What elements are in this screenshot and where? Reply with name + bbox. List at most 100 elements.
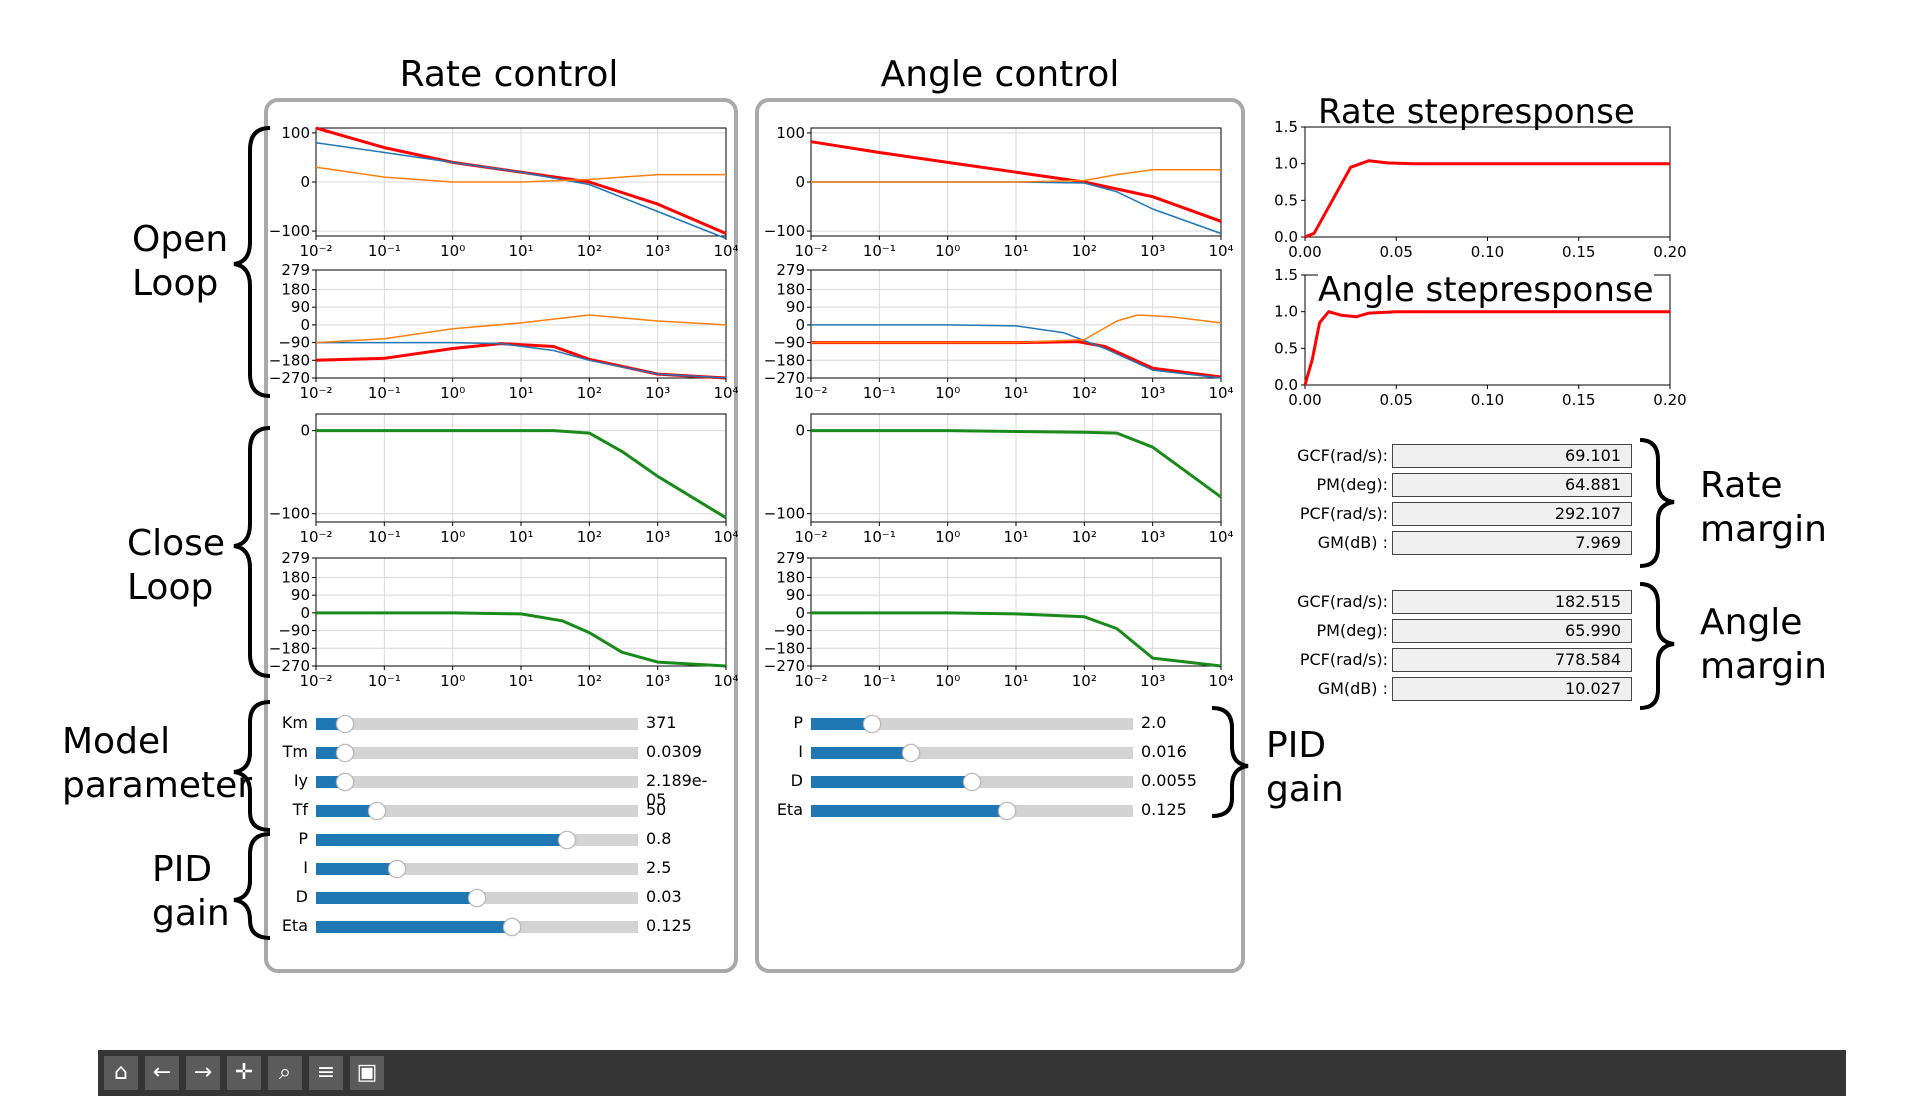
slider-handle[interactable]: [963, 773, 981, 791]
open-loop-brace: [233, 126, 271, 398]
slider-handle[interactable]: [368, 802, 387, 820]
subplots-config-icon[interactable]: ≡: [309, 1056, 343, 1090]
slider-fill: [811, 805, 1008, 817]
back-arrow-icon[interactable]: ←: [145, 1056, 179, 1090]
slider-handle[interactable]: [901, 744, 920, 762]
slider-handle[interactable]: [335, 773, 354, 791]
slider-handle[interactable]: [335, 744, 354, 762]
slider-label: Eta: [776, 800, 803, 819]
slider-track[interactable]: [316, 860, 638, 878]
slider-value: 0.125: [1141, 800, 1187, 819]
x-tick-label: 10²: [577, 242, 602, 260]
y-tick-label: 1.0: [1274, 303, 1298, 321]
x-tick-label: 10¹: [1003, 672, 1028, 690]
margin-value-field[interactable]: 182.515: [1392, 590, 1632, 614]
slider-track[interactable]: [316, 802, 638, 820]
y-tick-label: 0: [300, 173, 310, 191]
x-tick-label: 10²: [1072, 242, 1097, 260]
slider-handle[interactable]: [863, 715, 882, 733]
slider-handle[interactable]: [503, 918, 522, 936]
y-tick-label: 279: [776, 552, 805, 567]
series-line: [316, 611, 727, 668]
series-line: [315, 314, 727, 344]
slider-value: 2.189e-05: [646, 771, 708, 809]
x-tick-label: 10²: [1072, 672, 1097, 690]
margin-value-field[interactable]: 292.107: [1392, 502, 1632, 526]
x-tick-label: 10⁰: [440, 672, 465, 690]
angle-margin-label: Angle margin: [1700, 602, 1827, 687]
slider-track[interactable]: [316, 889, 638, 907]
margin-label: PCF(rad/s):: [1299, 650, 1388, 669]
y-tick-label: 0.5: [1274, 339, 1298, 357]
slider-handle[interactable]: [335, 715, 354, 733]
x-tick-label: 10⁻¹: [368, 528, 401, 546]
x-tick-label: 0.15: [1562, 243, 1595, 261]
series-line: [316, 429, 727, 520]
slider-handle[interactable]: [468, 889, 486, 907]
margin-value-field[interactable]: 69.101: [1392, 444, 1632, 468]
slider-track[interactable]: [316, 918, 638, 936]
x-tick-label: 10⁻²: [794, 242, 827, 260]
slider-fill: [316, 892, 477, 904]
slider-track[interactable]: [811, 802, 1133, 820]
margin-value-field[interactable]: 65.990: [1392, 619, 1632, 643]
y-tick-label: 279: [281, 264, 310, 279]
pid-gain-left-brace: [233, 832, 271, 940]
x-tick-label: 0.10: [1471, 243, 1504, 261]
margin-label: PCF(rad/s):: [1299, 504, 1388, 523]
slider-fill: [316, 863, 397, 875]
x-tick-label: 10⁻¹: [368, 672, 401, 690]
x-tick-label: 10³: [1140, 672, 1165, 690]
slider-handle[interactable]: [998, 802, 1017, 820]
series-line: [811, 314, 1222, 344]
close-loop-brace: [233, 426, 271, 678]
margin-value-field[interactable]: 778.584: [1392, 648, 1632, 672]
zoom-icon[interactable]: ⌕: [268, 1056, 302, 1090]
series-line: [811, 429, 1222, 499]
y-tick-label: 0.0: [1274, 376, 1298, 394]
margin-value-field[interactable]: 7.969: [1392, 531, 1632, 555]
slider-track[interactable]: [811, 715, 1133, 733]
model-parameter-label: Model parameter: [62, 721, 253, 806]
slider-track[interactable]: [316, 831, 638, 849]
y-tick-label: 279: [281, 552, 310, 567]
slider-handle[interactable]: [387, 860, 406, 878]
x-tick-label: 10³: [645, 384, 670, 402]
x-tick-label: 10⁻¹: [863, 242, 896, 260]
y-tick-label: 0: [300, 604, 310, 622]
slider-track[interactable]: [316, 715, 638, 733]
y-tick-label: 1.5: [1274, 118, 1298, 136]
angle-control-title: Angle control: [880, 54, 1120, 95]
pid-gain-right-brace: [1211, 706, 1249, 818]
slider-track[interactable]: [316, 773, 638, 791]
slider-track[interactable]: [811, 744, 1133, 762]
x-tick-label: 10⁻²: [794, 528, 827, 546]
margin-value-field[interactable]: 64.881: [1392, 473, 1632, 497]
slider-fill: [811, 747, 911, 759]
y-tick-label: −270: [764, 657, 805, 675]
slider-track[interactable]: [316, 744, 638, 762]
save-icon[interactable]: ▣: [350, 1056, 384, 1090]
home-icon[interactable]: ⌂: [104, 1056, 138, 1090]
slider-track[interactable]: [811, 773, 1133, 791]
forward-arrow-icon[interactable]: →: [186, 1056, 220, 1090]
slider-label: P: [298, 829, 308, 848]
y-tick-label: 180: [281, 280, 310, 298]
x-tick-label: 10⁻²: [794, 672, 827, 690]
y-tick-label: −180: [764, 351, 805, 369]
slider-label: I: [303, 858, 308, 877]
pan-icon[interactable]: ✛: [227, 1056, 261, 1090]
slider-label: Eta: [281, 916, 308, 935]
slider-handle[interactable]: [558, 831, 577, 849]
x-tick-label: 10⁴: [713, 528, 738, 546]
slider-value: 2.5: [646, 858, 672, 877]
slider-value: 2.0: [1141, 713, 1167, 732]
margin-label: PM(deg):: [1316, 475, 1388, 494]
slider-value: 0.0055: [1141, 771, 1197, 790]
margin-value-field[interactable]: 10.027: [1392, 677, 1632, 701]
slider-value: 0.016: [1141, 742, 1187, 761]
y-tick-label: −270: [764, 369, 805, 387]
x-tick-label: 10⁴: [1208, 384, 1233, 402]
